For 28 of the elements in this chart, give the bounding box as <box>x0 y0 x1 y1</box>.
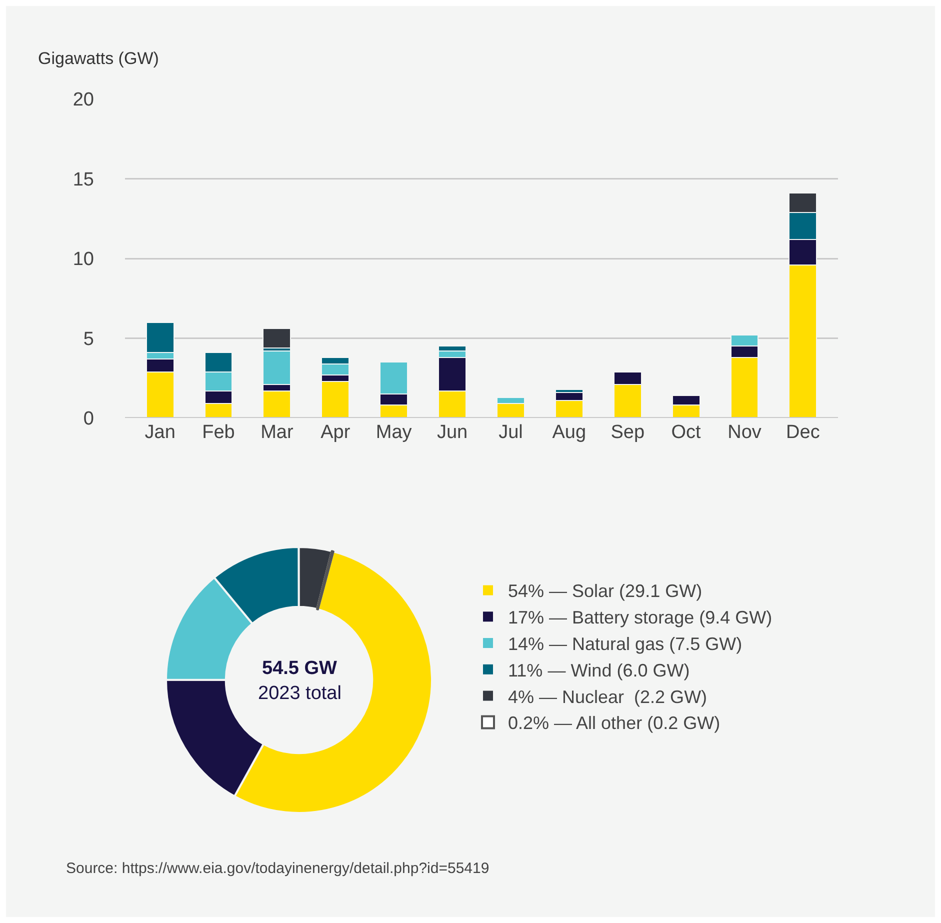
text: 54.5 GW <box>262 658 338 679</box>
y-tick-label: 10 <box>72 249 94 270</box>
legend-label: 11% — Wind (6.0 GW) <box>508 660 690 680</box>
x-tick-label: Jul <box>498 422 523 443</box>
x-tick-label: Aug <box>552 422 586 443</box>
y-tick-label: 5 <box>83 328 94 350</box>
x-tick-label: Dec <box>786 422 820 443</box>
x-tick-label: Apr <box>320 422 351 443</box>
x-tick-label: May <box>376 422 412 443</box>
y-tick-label: 0 <box>83 408 94 430</box>
legend-label: 4% — Nuclear (2.2 GW) <box>508 686 708 707</box>
x-tick-label: Feb <box>202 422 235 443</box>
x-tick-label: Mar <box>260 422 294 443</box>
x-tick-label: Oct <box>671 422 702 443</box>
legend-label: 0.2% — All other (0.2 GW) <box>508 713 720 734</box>
legend-label: 14% — Natural gas (7.5 GW) <box>508 634 742 654</box>
x-tick-label: Nov <box>728 422 762 443</box>
x-tick-label: Jun <box>436 422 468 443</box>
y-axis-title: Gigawatts (GW) <box>38 49 159 68</box>
y-tick-label: 15 <box>72 169 94 190</box>
bar <box>262 328 292 348</box>
legend-label: 54% — Solar (29.1 GW) <box>508 581 702 602</box>
source-note: Source: https://www.eia.gov/todayinenergy/detail.php?id=55419 <box>66 860 490 877</box>
y-tick-label: 20 <box>72 90 94 111</box>
legend-label: 17% — Battery storage (9.4 GW) <box>508 608 772 628</box>
x-tick-label: Sep <box>610 422 645 443</box>
text: 2023 total <box>258 683 342 704</box>
x-tick-label: Jan <box>144 422 176 443</box>
